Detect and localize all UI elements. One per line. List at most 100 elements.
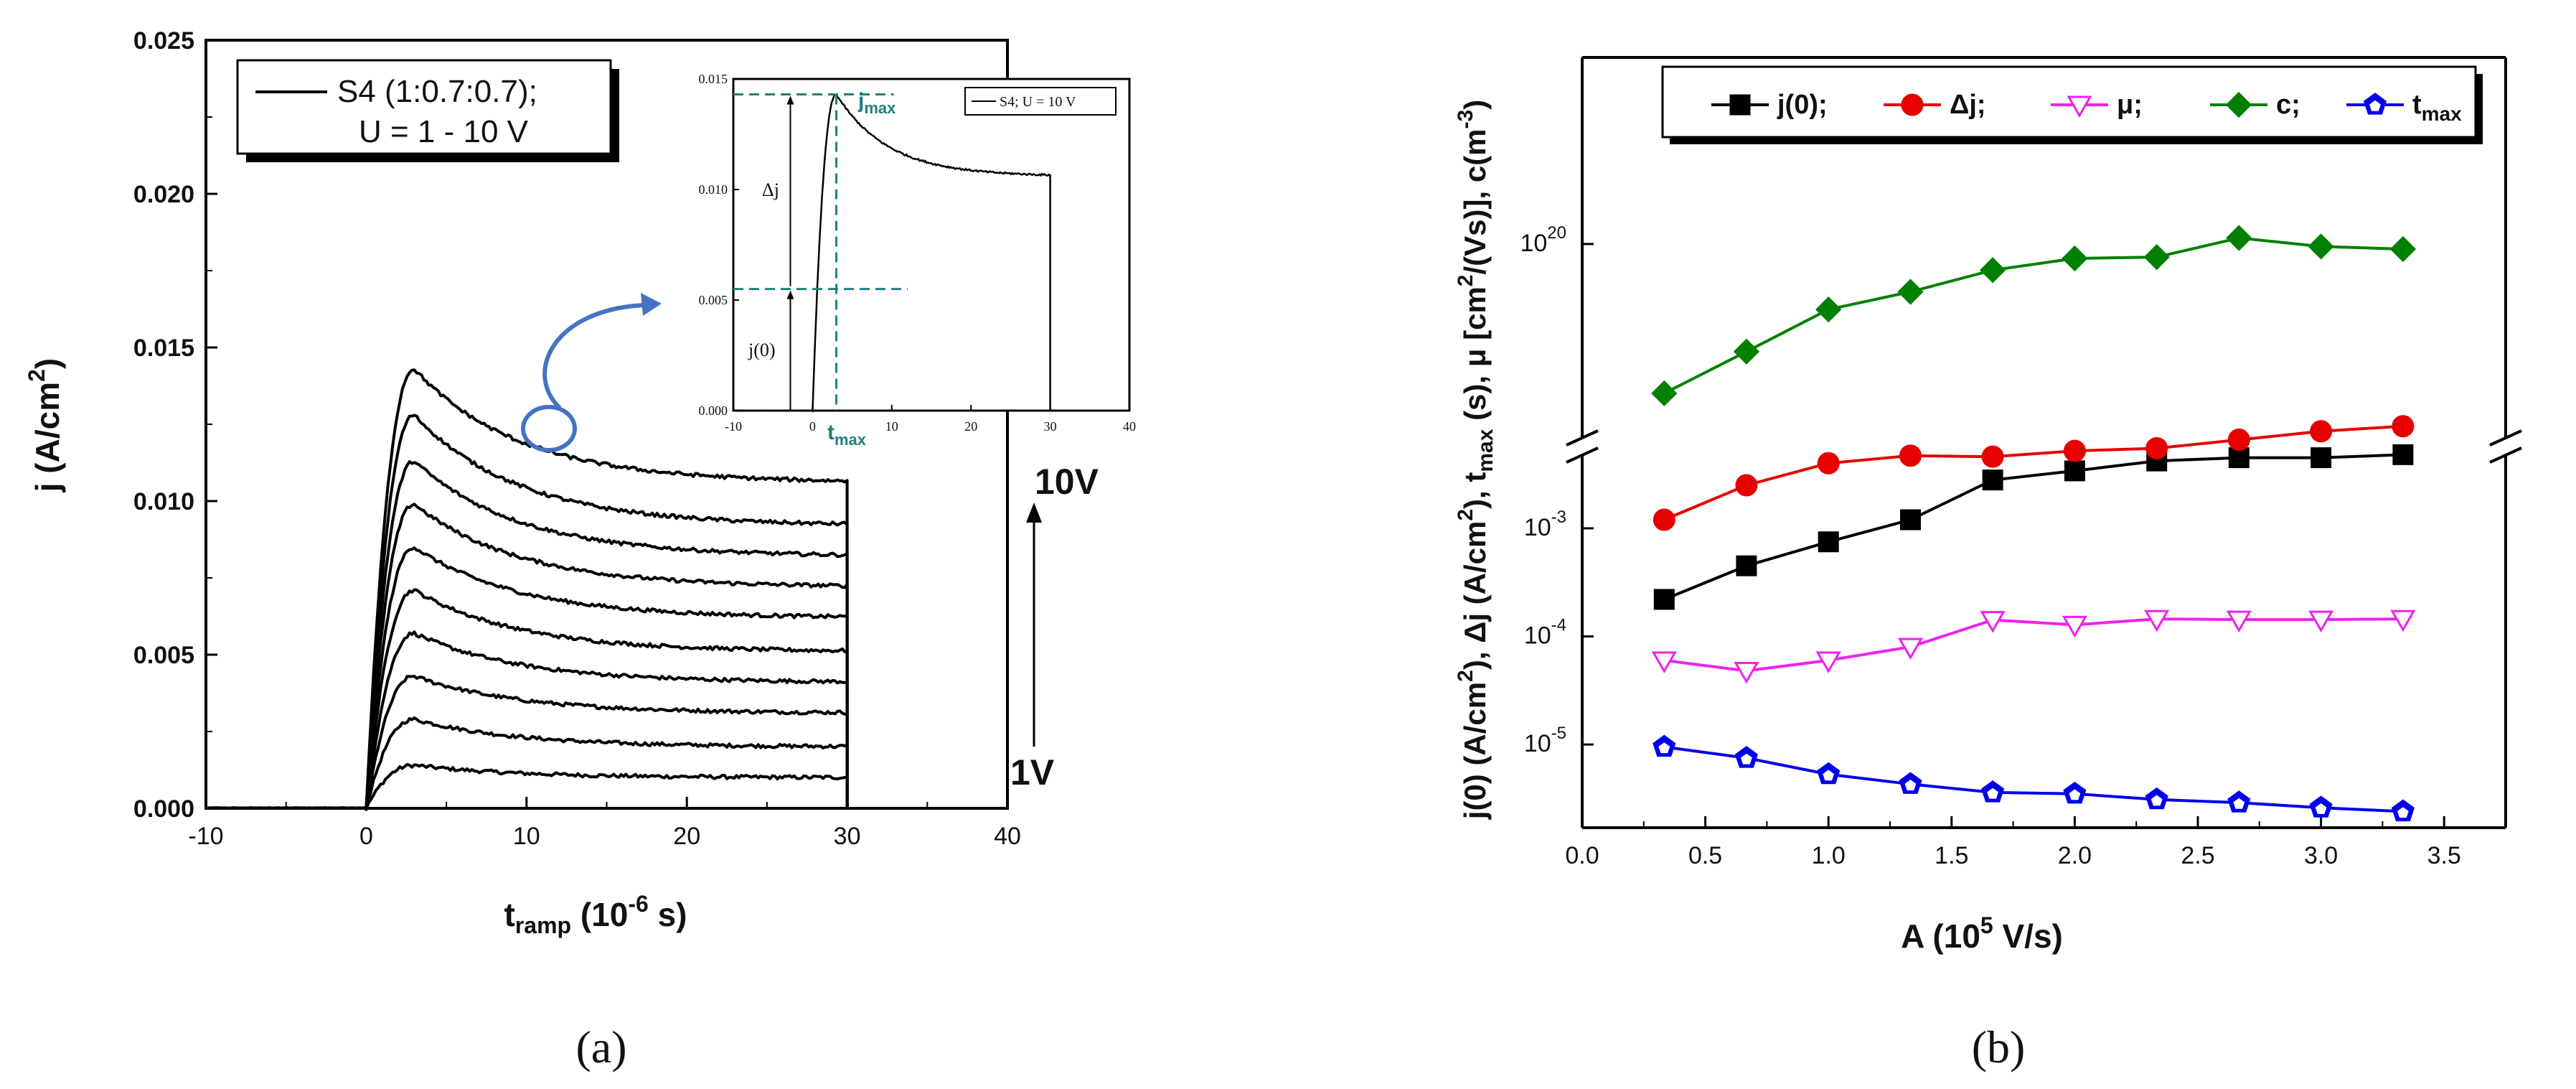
panel-b-x-axis-label: A (105 V/s) <box>1901 912 2063 955</box>
panel-b-marker-triangle <box>2226 610 2252 633</box>
callout-circle <box>521 405 577 452</box>
inset-series-group <box>733 93 1051 413</box>
panel-a-x-tick-label: -10 <box>188 823 223 850</box>
inset-series-line <box>733 93 1051 413</box>
panel-b-marker-diamond <box>2226 225 2252 251</box>
panel-b-marker-circle <box>1901 93 1924 116</box>
panel-a-x-tick-label: 40 <box>994 823 1021 850</box>
panel-b-marker-pentagon-inner <box>1987 787 1998 799</box>
panel-a-x-tick-label: 0 <box>359 823 373 850</box>
panel-b-axis-ticks: 0.0 0.5 1.0 1.5 2.0 2.5 3.0 3.5 10-5 10-4 10-3 1020 <box>1520 223 2460 869</box>
panel-b-x-tick-label: 3.5 <box>2427 842 2461 869</box>
panel-b-series-line <box>1663 424 2404 521</box>
inset-plot-frame <box>732 78 1131 412</box>
panel-b-marker-circle <box>2310 420 2333 443</box>
panel-b-marker-square <box>2228 447 2250 469</box>
panel-b-marker-pentagon-inner <box>2233 798 2245 809</box>
panel-b-marker-diamond <box>2389 235 2417 263</box>
panel-b-marker-square <box>1736 555 1757 576</box>
panel-b-marker-diamond <box>2143 243 2170 271</box>
panel-b-x-tick-label: 2.5 <box>2181 842 2214 869</box>
panel-b-legend-label: j(0); <box>1777 90 1828 120</box>
panel-a-label: (a) <box>575 1022 626 1072</box>
panel-b-legend-box <box>1661 65 2477 139</box>
panel-b-series-line <box>1664 617 2403 673</box>
panel-a-y-tick-label: 0.005 <box>133 642 194 669</box>
inset-y-tick-label: 0.000 <box>699 403 728 418</box>
panel-b-legend-label: c; <box>2276 90 2300 120</box>
panel-b-lower-y-tick-label: 10-4 <box>1524 616 1566 650</box>
panel-b-marker-circle <box>2145 436 2168 459</box>
panel-b-marker-circle <box>2392 415 2415 438</box>
inset-legend-label: S4; U = 10 V <box>1000 94 1076 110</box>
panel-b-label: (b) <box>1972 1022 2026 1072</box>
inset-jmax-label: jmax <box>857 89 896 117</box>
panel-a-series-line <box>205 588 849 810</box>
panel-b-axis-break-mark <box>2489 429 2522 447</box>
annotation-1v: 1V <box>1010 752 1055 793</box>
panel-b-marker-triangle <box>1734 662 1759 684</box>
panel-b-marker-square <box>2392 444 2414 465</box>
panel-b-marker-square <box>1653 589 1675 610</box>
panel-b-chart: 0.0 0.5 1.0 1.5 2.0 2.5 3.0 3.5 10-5 10-4 10-3 1020… <box>1454 56 2522 1072</box>
inset-x-tick-label: 20 <box>964 419 977 434</box>
panel-a-x-tick-label: 20 <box>673 823 700 850</box>
panel-a-series-line <box>206 368 849 811</box>
panel-b-marker-circle <box>1899 444 1922 467</box>
panel-a-x-tick-label: 30 <box>834 823 861 850</box>
panel-b-axis-break-mark <box>2489 447 2522 464</box>
panel-b-marker-circle <box>1653 508 1675 531</box>
panel-b-marker-square <box>1729 94 1751 116</box>
panel-b-marker-pentagon-inner <box>1823 770 1835 781</box>
panel-a-chart: -10 0 10 20 30 40 0.000 0.005 0.010 0.015 0.020 0.0… <box>24 27 1136 1072</box>
panel-b-marker-pentagon-inner <box>1904 780 1917 790</box>
inset-x-tick-label: 30 <box>1044 419 1057 434</box>
inset-tmax-label: tmax <box>827 421 867 449</box>
panel-a-y-tick-label: 0.010 <box>133 488 194 515</box>
panel-b-x-tick-label: 0.0 <box>1565 842 1599 869</box>
panel-b-marker-triangle <box>2067 95 2092 118</box>
panel-b-marker-pentagon-inner <box>2397 807 2409 818</box>
panel-b-marker-diamond <box>1979 257 2006 284</box>
panel-b-legend-label: Δj; <box>1950 90 1986 120</box>
inset-j0-arrowhead <box>786 290 794 299</box>
panel-b-marker-square <box>2064 460 2085 482</box>
panel-b-lower-y-tick-label: 10-5 <box>1524 724 1566 757</box>
panel-b-x-tick-label: 1.5 <box>1935 842 1968 869</box>
panel-b-legend-label: tmax <box>2412 90 2462 125</box>
panel-a-x-axis-label: tramp (10-6 s) <box>504 891 687 938</box>
panel-a-series-line <box>206 716 849 810</box>
panel-a-axis-ticks: -10 0 10 20 30 40 0.000 0.005 0.010 0.015 0.020 0.0… <box>133 27 1021 850</box>
panel-b-marker-triangle <box>2308 610 2334 633</box>
inset-x-tick-label: 40 <box>1123 419 1136 434</box>
panel-b-series-line <box>1663 453 2403 601</box>
panel-b-marker-diamond <box>1733 338 1760 365</box>
inset-x-tick-label: 0 <box>809 419 816 434</box>
panel-b-marker-diamond <box>1815 296 1842 323</box>
panel-b-series-group <box>1651 225 2417 822</box>
inset-y-tick-label: 0.010 <box>699 182 728 197</box>
panel-a-y-tick-label: 0.025 <box>133 27 194 55</box>
inset-delta-j-arrowhead <box>786 95 794 105</box>
inset-y-tick-label: 0.005 <box>699 293 728 307</box>
panel-b-marker-pentagon-inner <box>2369 100 2381 111</box>
inset-axis-ticks: -10 0 10 20 30 40 0.000 0.005 0.010 0.015 <box>699 72 1137 434</box>
panel-a-y-tick-label: 0.015 <box>133 335 194 362</box>
panel-b-series-line <box>1663 236 2403 395</box>
panel-b-marker-diamond <box>2308 233 2334 260</box>
panel-b-axis-break-mark <box>1566 447 1599 464</box>
panel-b-marker-diamond <box>1651 380 1678 407</box>
panel-a-series-line <box>206 413 849 810</box>
panel-a-x-tick-label: 10 <box>513 823 540 850</box>
panel-b-marker-triangle <box>2144 609 2170 632</box>
panel-b-marker-diamond <box>2225 91 2252 118</box>
panel-b-x-tick-label: 0.5 <box>1688 842 1722 869</box>
callout-arrow-path <box>542 303 647 410</box>
annotation-10v: 10V <box>1035 462 1099 502</box>
panel-b-marker-triangle <box>1651 651 1677 673</box>
panel-b-marker-triangle <box>2062 615 2087 638</box>
panel-a-series-group <box>205 368 849 811</box>
panel-b-marker-square <box>1982 469 2003 491</box>
panel-b-legend-items: j(0); Δj; μ; c; tmax <box>1711 90 2462 125</box>
